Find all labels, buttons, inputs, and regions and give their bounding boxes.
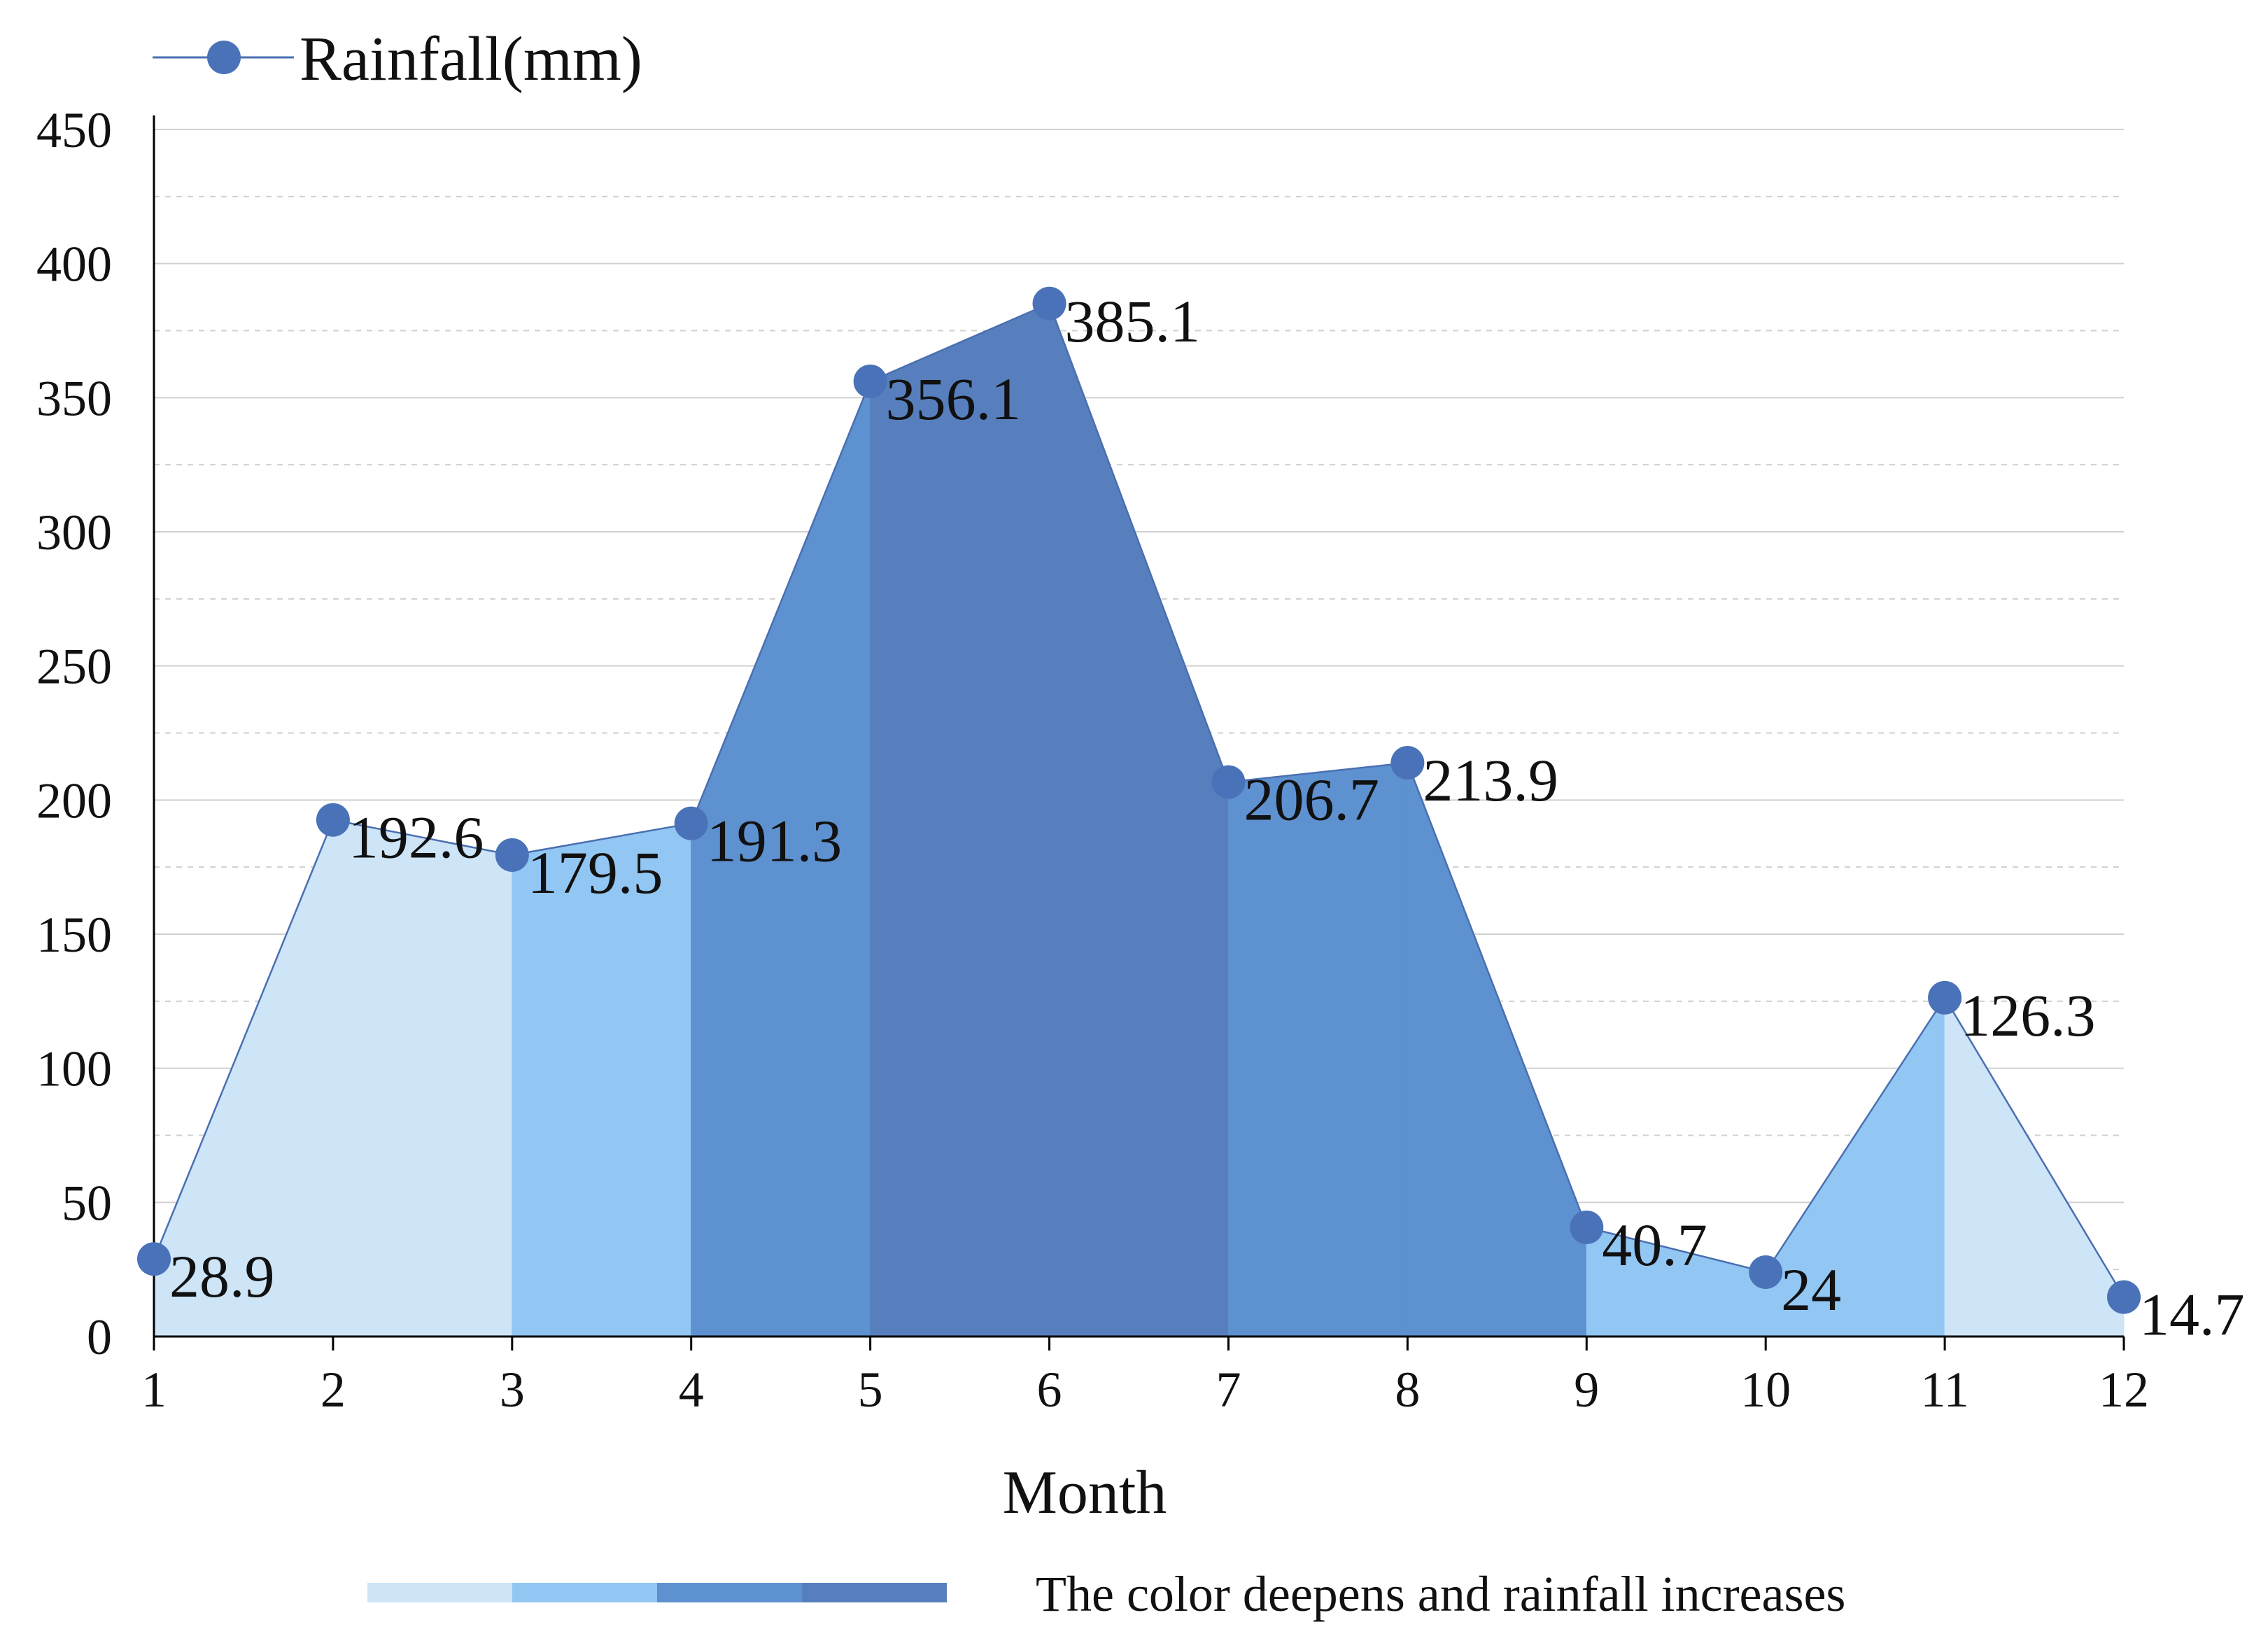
y-tick-label: 450 bbox=[36, 102, 112, 158]
data-point bbox=[1570, 1210, 1604, 1244]
data-point bbox=[674, 806, 708, 840]
data-point bbox=[1928, 980, 1962, 1015]
data-point bbox=[316, 803, 350, 837]
area-segment bbox=[332, 819, 513, 1337]
y-tick-label: 0 bbox=[87, 1309, 112, 1365]
data-point bbox=[495, 838, 529, 872]
x-axis-title: Month bbox=[1003, 1459, 1167, 1527]
y-tick-label: 200 bbox=[36, 773, 112, 828]
data-label: 213.9 bbox=[1423, 747, 1558, 814]
color-scale-swatch bbox=[512, 1583, 657, 1602]
x-tick-label: 2 bbox=[321, 1362, 346, 1418]
data-point bbox=[853, 364, 887, 398]
data-label: 356.1 bbox=[886, 365, 1022, 432]
area-segment bbox=[870, 303, 1050, 1337]
y-tick-label: 50 bbox=[62, 1175, 112, 1231]
data-label: 191.3 bbox=[707, 808, 843, 875]
area-segment bbox=[1227, 762, 1408, 1337]
data-label: 385.1 bbox=[1065, 288, 1201, 355]
y-tick-label: 100 bbox=[36, 1041, 112, 1097]
color-scale-legend bbox=[367, 1583, 947, 1602]
series-line bbox=[153, 302, 2125, 1298]
data-label: 126.3 bbox=[1960, 982, 2096, 1049]
legend-label: Rainfall(mm) bbox=[300, 24, 642, 94]
data-label: 28.9 bbox=[169, 1243, 275, 1310]
y-tick-label: 300 bbox=[36, 505, 112, 560]
x-tick-label: 3 bbox=[500, 1362, 525, 1418]
color-scale-caption: The color deepens and rainfall increases bbox=[1036, 1566, 1845, 1622]
area-segments bbox=[153, 303, 2125, 1337]
color-scale-swatch bbox=[367, 1583, 512, 1602]
data-label: 24 bbox=[1781, 1256, 1841, 1323]
data-label: 40.7 bbox=[1602, 1211, 1707, 1278]
x-tick-label: 9 bbox=[1574, 1362, 1599, 1418]
data-point bbox=[2107, 1280, 2141, 1314]
data-point bbox=[1032, 286, 1066, 320]
y-tick-label: 150 bbox=[36, 907, 112, 963]
x-tick-label: 8 bbox=[1395, 1362, 1420, 1418]
data-point bbox=[1749, 1255, 1783, 1289]
data-points bbox=[137, 286, 2141, 1314]
x-tick-label: 5 bbox=[858, 1362, 883, 1418]
x-tick-label: 1 bbox=[141, 1362, 167, 1418]
data-point bbox=[1211, 765, 1246, 799]
series-line-group bbox=[153, 302, 2125, 1298]
data-point bbox=[1390, 746, 1425, 780]
data-labels: 28.9 192.6 179.5 191.3 356.1 385.1 206.7 213.9 4… bbox=[169, 288, 2245, 1348]
x-tick-label: 7 bbox=[1216, 1362, 1241, 1418]
data-label: 192.6 bbox=[348, 804, 484, 871]
x-tick-label: 6 bbox=[1037, 1362, 1062, 1418]
data-label: 179.5 bbox=[528, 839, 663, 906]
y-tick-label: 400 bbox=[36, 237, 112, 292]
color-scale-swatch bbox=[657, 1583, 802, 1602]
x-tick-label: 11 bbox=[1920, 1362, 1968, 1418]
x-tick-label: 4 bbox=[679, 1362, 704, 1418]
x-tick-label: 12 bbox=[2099, 1362, 2149, 1418]
color-scale-swatch bbox=[802, 1583, 947, 1602]
y-tick-label: 350 bbox=[36, 370, 112, 426]
data-label: 14.7 bbox=[2139, 1281, 2245, 1348]
area-segment bbox=[1049, 303, 1229, 1337]
data-point bbox=[137, 1242, 171, 1276]
legend: Rainfall(mm) bbox=[153, 24, 642, 94]
area-segment bbox=[1407, 762, 1587, 1337]
data-label: 206.7 bbox=[1244, 766, 1379, 833]
legend-marker bbox=[207, 41, 241, 74]
x-tick-label: 10 bbox=[1740, 1362, 1791, 1418]
y-tick-label: 250 bbox=[36, 639, 112, 695]
